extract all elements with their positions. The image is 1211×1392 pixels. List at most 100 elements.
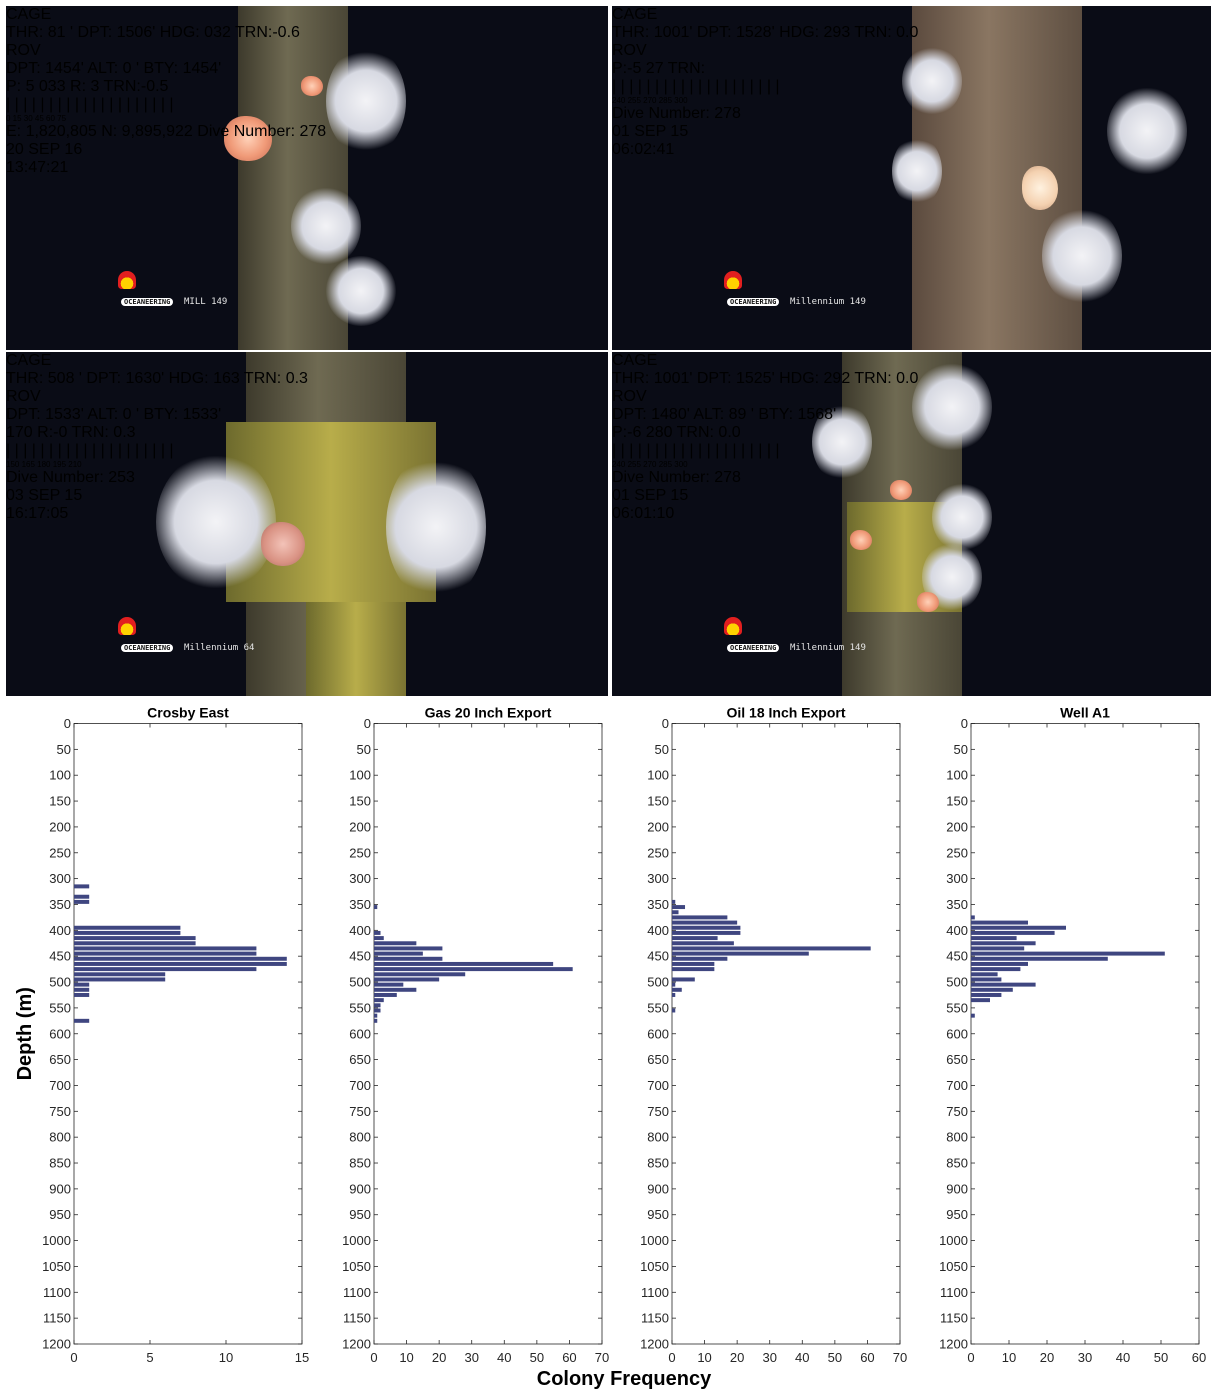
video-date: 01 SEP 15 [612, 123, 1211, 141]
center-readout: 170 R:-0 TRN: 0.3 [6, 424, 608, 442]
y-tick-label: 450 [647, 949, 669, 964]
y-tick-label: 50 [954, 742, 968, 757]
histogram-bar [74, 988, 89, 992]
y-tick-label: 1200 [42, 1337, 71, 1352]
y-tick-label: 1000 [640, 1233, 669, 1248]
rov-label: ROV [6, 42, 608, 60]
rov-readout: DPT: 1533' ALT: 0 ' BTY: 1533' [6, 406, 608, 424]
y-tick-label: 650 [946, 1052, 968, 1067]
y-tick-label: 0 [364, 716, 371, 731]
x-tick-label: 70 [893, 1350, 907, 1365]
oceaneering-logo: OCEANEERING [727, 298, 779, 306]
y-tick-label: 500 [647, 975, 669, 990]
histogram-bar [74, 983, 89, 987]
y-tick-label: 1050 [640, 1259, 669, 1274]
y-tick-label: 800 [349, 1130, 371, 1145]
histogram-bar [672, 926, 740, 930]
histogram-bar [971, 915, 975, 919]
x-tick-label: 30 [762, 1350, 776, 1365]
vessel-name: MILL 149 [184, 297, 227, 307]
y-tick-label: 700 [349, 1078, 371, 1093]
y-tick-label: 850 [49, 1156, 71, 1171]
shell-logo-icon [724, 617, 742, 635]
rov-label: ROV [612, 388, 1211, 406]
y-tick-label: 900 [946, 1181, 968, 1196]
heading-ticks: 0 15 30 45 60 75 [6, 114, 608, 123]
y-tick-label: 600 [49, 1026, 71, 1041]
x-tick-label: 40 [497, 1350, 511, 1365]
x-tick-label: 0 [668, 1350, 675, 1365]
y-tick-label: 500 [946, 975, 968, 990]
histogram-bar [374, 972, 465, 976]
y-tick-label: 750 [349, 1104, 371, 1119]
histogram-bar [971, 967, 1020, 971]
y-tick-label: 1150 [43, 1311, 71, 1326]
y-tick-label: 550 [946, 1000, 968, 1015]
oceaneering-logo: OCEANEERING [121, 644, 173, 652]
y-tick-label: 400 [647, 923, 669, 938]
histogram-bar [374, 988, 416, 992]
x-tick-label: 40 [795, 1350, 809, 1365]
histogram-bar [672, 977, 695, 981]
y-tick-label: 100 [49, 768, 71, 783]
vessel-name: Millennium 149 [790, 643, 866, 653]
y-tick-label: 1000 [42, 1233, 71, 1248]
y-tick-label: 550 [647, 1000, 669, 1015]
cage-label: CAGE [612, 352, 1211, 370]
y-tick-label: 850 [349, 1156, 371, 1171]
histogram-bar [971, 952, 1165, 956]
y-tick-label: 1200 [342, 1337, 371, 1352]
histogram-bar [74, 931, 180, 935]
y-tick-label: 550 [349, 1000, 371, 1015]
x-tick-label: 0 [967, 1350, 974, 1365]
oceaneering-logo: OCEANEERING [121, 298, 173, 306]
histogram-bar [74, 957, 287, 961]
histogram-bar [374, 957, 442, 961]
shell-logo-icon [118, 617, 136, 635]
histogram-bar [74, 946, 256, 950]
y-tick-label: 300 [349, 871, 371, 886]
y-tick-label: 700 [647, 1078, 669, 1093]
panel-title: Oil 18 Inch Export [726, 705, 845, 721]
y-tick-label: 1100 [940, 1285, 968, 1300]
y-tick-label: 150 [647, 794, 669, 809]
histogram-bar [971, 926, 1066, 930]
y-tick-label: 50 [57, 742, 71, 757]
y-tick-label: 650 [349, 1052, 371, 1067]
y-tick-label: 600 [647, 1026, 669, 1041]
y-tick-label: 700 [49, 1078, 71, 1093]
histogram-bar [374, 931, 381, 935]
y-tick-label: 450 [49, 949, 71, 964]
y-tick-label: 300 [946, 871, 968, 886]
y-tick-label: 250 [49, 845, 71, 860]
y-tick-label: 950 [946, 1207, 968, 1222]
y-tick-label: 250 [349, 845, 371, 860]
y-tick-label: 900 [647, 1181, 669, 1196]
histogram-bar [74, 884, 89, 888]
y-tick-label: 1050 [939, 1259, 968, 1274]
dive-info: Dive Number: 253 [6, 469, 608, 487]
x-tick-label: 5 [146, 1350, 153, 1365]
y-tick-label: 950 [49, 1207, 71, 1222]
y-tick-label: 400 [49, 923, 71, 938]
x-tick-label: 70 [595, 1350, 609, 1365]
y-tick-label: 800 [647, 1130, 669, 1145]
x-tick-label: 30 [464, 1350, 478, 1365]
histogram-bar [971, 972, 998, 976]
x-tick-label: 20 [1040, 1350, 1054, 1365]
histogram-bar [971, 983, 1036, 987]
center-readout: P: 5 033 R: 3 TRN:-0.5 [6, 78, 608, 96]
histogram-bar [971, 993, 1001, 997]
y-tick-label: 650 [49, 1052, 71, 1067]
y-tick-label: 0 [662, 716, 669, 731]
plot-frame [374, 724, 602, 1345]
y-tick-label: 250 [946, 845, 968, 860]
heading-ticks: 240 255 270 285 300 [612, 460, 1211, 469]
y-tick-label: 1050 [342, 1259, 371, 1274]
histogram-bar [374, 977, 439, 981]
histogram-bar [971, 931, 1055, 935]
shell-logo-icon [118, 271, 136, 289]
y-tick-label: 750 [49, 1104, 71, 1119]
cage-label: CAGE [612, 6, 1211, 24]
y-tick-label: 800 [946, 1130, 968, 1145]
